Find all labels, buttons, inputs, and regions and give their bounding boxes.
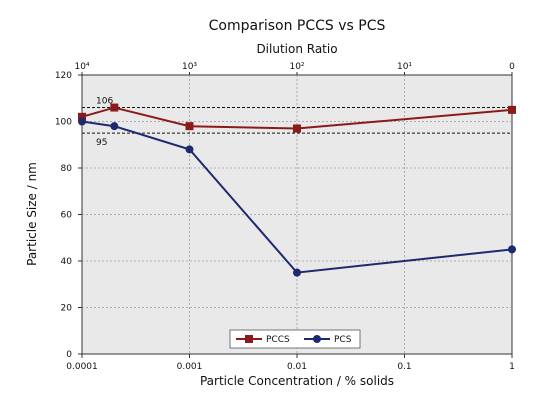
top-tick-label: 10² xyxy=(289,62,304,72)
x-tick-label: 0.0001 xyxy=(66,362,98,372)
x-axis-title: Particle Concentration / % solids xyxy=(200,374,394,388)
data-point-pcs xyxy=(185,145,194,154)
y-tick-label: 80 xyxy=(61,164,73,174)
y-tick-label: 40 xyxy=(61,257,73,267)
top-tick-label: 10⁴ xyxy=(74,62,89,72)
y-tick-label: 0 xyxy=(66,350,72,360)
legend-label-pcs: PCS xyxy=(334,335,352,345)
top-tick-label: 10¹ xyxy=(397,62,412,72)
reference-lines: 106 95 xyxy=(82,97,512,148)
top-axis-ticks: 10⁴ 10³ 10² 10¹ 0 xyxy=(74,62,515,75)
grid xyxy=(82,75,512,354)
top-tick-label: 0 xyxy=(509,62,515,72)
y-tick-label: 60 xyxy=(61,211,73,221)
data-point-pccs xyxy=(508,105,516,114)
data-point-pcs xyxy=(110,122,119,131)
data-point-pccs xyxy=(78,112,86,121)
x-tick-label: 0.01 xyxy=(287,362,307,372)
data-point-pccs xyxy=(185,122,194,131)
legend: PCCS PCS xyxy=(229,329,361,349)
reference-label: 95 xyxy=(96,138,107,148)
top-tick-label: 10³ xyxy=(182,62,197,72)
y-axis-title: Particle Size / nm xyxy=(25,162,39,266)
y-tick-label: 100 xyxy=(55,118,72,128)
legend-box xyxy=(229,329,361,349)
y-tick-label: 20 xyxy=(61,304,73,314)
y-tick-label: 120 xyxy=(55,71,72,81)
data-point-pcs xyxy=(508,245,516,254)
data-point-pcs xyxy=(293,268,301,277)
x-tick-label: 1 xyxy=(509,362,515,372)
legend-label-pccs: PCCS xyxy=(266,335,290,345)
legend-marker-pccs xyxy=(245,335,253,343)
x-tick-label: 0.1 xyxy=(397,362,411,372)
x-tick-label: 0.001 xyxy=(177,362,203,372)
legend-marker-pcs xyxy=(313,335,321,343)
data-point-pccs xyxy=(110,103,119,112)
data-point-pccs xyxy=(293,124,301,133)
y-axis-ticks: 0 20 40 60 80 100 120 xyxy=(55,71,82,360)
reference-label: 106 xyxy=(96,97,113,107)
chart-title: Comparison PCCS vs PCS xyxy=(209,18,386,34)
x-axis-ticks: 0.0001 0.001 0.01 0.1 1 xyxy=(66,354,515,372)
top-axis-title: Dilution Ratio xyxy=(256,42,337,56)
